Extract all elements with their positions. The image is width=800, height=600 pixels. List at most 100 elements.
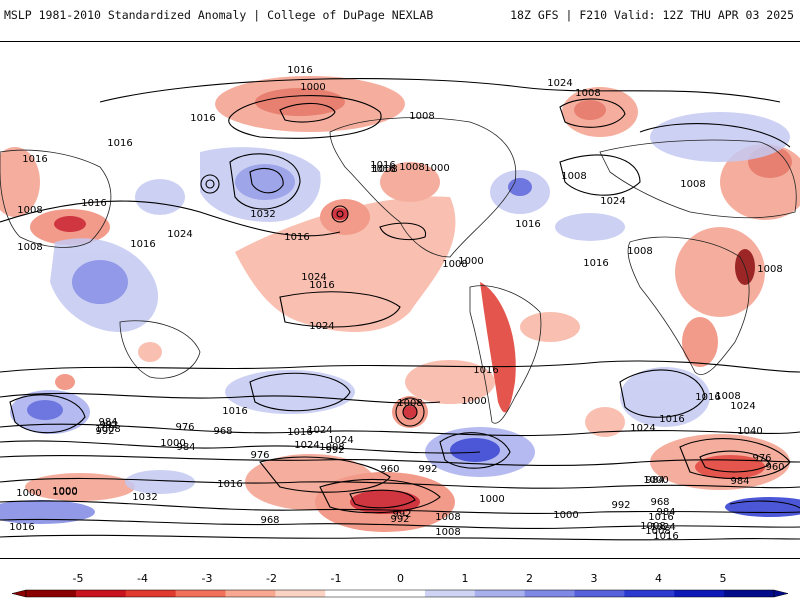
colorbar-tick-label: 4 bbox=[655, 572, 662, 585]
colorbar-tick-label: -5 bbox=[73, 572, 84, 585]
isobar bbox=[0, 360, 800, 373]
isobar-label: 1016 bbox=[222, 406, 247, 417]
anomaly-region bbox=[520, 312, 580, 342]
anomaly-region bbox=[574, 100, 606, 120]
isobar-label: 1024 bbox=[730, 401, 755, 412]
colorbar-bin bbox=[574, 590, 625, 597]
map-title: MSLP 1981-2010 Standardized Anomaly | Co… bbox=[4, 8, 434, 22]
africa-outline bbox=[627, 236, 750, 375]
anomaly-region bbox=[54, 216, 86, 232]
isobar-label: 1008 bbox=[435, 512, 460, 523]
isobar-label: 1008 bbox=[17, 242, 42, 253]
isobar-label: 1024 bbox=[630, 423, 655, 434]
negative-anomaly-regions bbox=[0, 76, 800, 532]
isobar bbox=[319, 478, 441, 514]
anomaly-map: 1016 1000 1016 1008 1016 1016 1008 1016 1016 1008… bbox=[0, 65, 800, 542]
isobar-label: 1024 bbox=[309, 321, 334, 332]
isobar bbox=[205, 179, 215, 189]
australia-outline bbox=[119, 320, 201, 379]
isobar bbox=[0, 392, 441, 404]
isobar-label: 1008 bbox=[645, 526, 670, 537]
isobar-label: 1008 bbox=[640, 521, 665, 532]
isobar bbox=[200, 174, 220, 194]
colorbar-bin bbox=[624, 590, 675, 597]
colorbar-bin bbox=[175, 590, 226, 597]
colorbar-bin bbox=[424, 590, 476, 597]
isobar-label: 1024 bbox=[294, 440, 319, 451]
colorbar-bin bbox=[524, 590, 575, 597]
isobar-label: 968 bbox=[213, 426, 232, 437]
isobar-label: 968 bbox=[260, 515, 279, 526]
isobar-label: 1008 bbox=[399, 162, 424, 173]
isobar bbox=[249, 372, 351, 412]
isobar bbox=[729, 500, 800, 509]
isobar-label: 1016 bbox=[473, 365, 498, 376]
isobar bbox=[559, 154, 641, 196]
isobar bbox=[229, 153, 301, 210]
isobar-label: 968 bbox=[650, 497, 669, 508]
isobar-label: 1016 bbox=[9, 522, 34, 533]
isobar bbox=[228, 95, 382, 139]
isobar-label: 992 bbox=[611, 500, 630, 511]
isobar-label: 992 bbox=[390, 514, 409, 525]
isobar bbox=[249, 167, 284, 194]
anomaly-region bbox=[255, 88, 345, 116]
colorbar-tick-label: 3 bbox=[591, 572, 598, 585]
colorbar-tick-label: 5 bbox=[720, 572, 727, 585]
isobar-label: 976 bbox=[175, 422, 194, 433]
colorbar-arrow-low bbox=[11, 589, 27, 598]
isobar-label: 1024 bbox=[600, 196, 625, 207]
colorbar-tick-label: 2 bbox=[526, 572, 533, 585]
isobar bbox=[639, 123, 791, 148]
isobar bbox=[279, 102, 336, 123]
isobar-label: 1000 bbox=[458, 256, 483, 267]
anomaly-region bbox=[380, 162, 440, 202]
colorbar-bin bbox=[26, 590, 77, 597]
isobar-label: 1016 bbox=[515, 219, 540, 230]
isobar-label: 1000 bbox=[16, 488, 41, 499]
isobar-label: 1008 bbox=[435, 527, 460, 538]
isobar-label: 992 bbox=[325, 445, 344, 456]
isobar bbox=[0, 455, 800, 467]
isobar-label: 1016 bbox=[583, 258, 608, 269]
isobar-label: 992 bbox=[99, 420, 118, 431]
isobar-label: 992 bbox=[418, 464, 437, 475]
isobar bbox=[395, 397, 425, 427]
isobar bbox=[0, 423, 800, 437]
colorbar-bin bbox=[325, 590, 376, 597]
isobar-label: 1016 bbox=[22, 154, 47, 165]
isobar-label: 1016 bbox=[287, 65, 312, 76]
isobar-label: 1008 bbox=[680, 179, 705, 190]
isobar-label: 1008 bbox=[397, 398, 422, 409]
isobar-label: 960 bbox=[765, 462, 784, 473]
isobar bbox=[559, 98, 626, 128]
colorbar-tick-label: -4 bbox=[137, 572, 148, 585]
anomaly-region bbox=[27, 400, 63, 420]
anomaly-region bbox=[508, 178, 532, 196]
anomaly-region bbox=[350, 490, 420, 514]
colorbar-bins bbox=[11, 589, 789, 598]
isobar bbox=[699, 450, 771, 473]
anomaly-region bbox=[235, 196, 456, 332]
isobar-contours bbox=[0, 78, 800, 541]
isobar-label: 1008 bbox=[409, 111, 434, 122]
isobar bbox=[0, 477, 800, 489]
isobar-label: 1016 bbox=[284, 232, 309, 243]
isobar-label: 1016 bbox=[370, 164, 395, 175]
isobar-label: 1024 bbox=[301, 272, 326, 283]
north-america-outline bbox=[329, 117, 517, 258]
isobar bbox=[619, 369, 706, 418]
isobar-label: 976 bbox=[250, 450, 269, 461]
isobar-label-layer: 1016 1000 1016 1008 1016 1016 1008 1016 1016 1008… bbox=[9, 65, 784, 542]
isobar-label: 1008 bbox=[715, 391, 740, 402]
anomaly-region bbox=[25, 473, 135, 501]
colorbar-tick-label: -2 bbox=[266, 572, 277, 585]
anomaly-region bbox=[695, 455, 765, 479]
colorbar: -5 -4 -3 -2 -1 0 1 2 3 4 5 bbox=[0, 562, 800, 600]
isobar-label: 992 bbox=[392, 509, 411, 520]
model-run-info: 18Z GFS | F210 Valid: 12Z THU APR 03 202… bbox=[510, 8, 794, 22]
isobar bbox=[99, 78, 781, 103]
anomaly-region bbox=[235, 164, 295, 200]
isobar-label: 1008 bbox=[17, 205, 42, 216]
isobar bbox=[336, 210, 344, 218]
